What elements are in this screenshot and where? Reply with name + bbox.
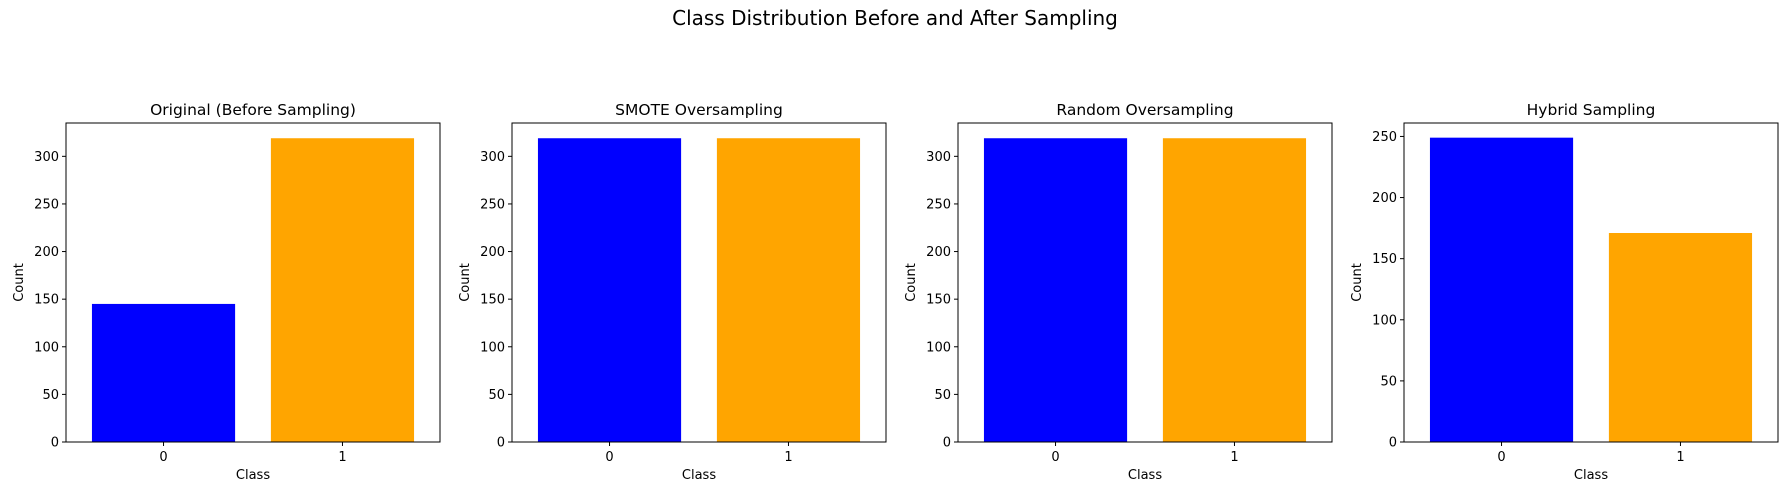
x-axis-label: Class xyxy=(1574,468,1608,483)
plot-frame xyxy=(957,122,1333,443)
y-tick-label: 250 xyxy=(1372,130,1397,145)
y-tick-label: 250 xyxy=(34,197,59,212)
bar-class-0 xyxy=(537,138,682,442)
y-tick-label: 200 xyxy=(1372,191,1397,206)
y-tick-label: 100 xyxy=(926,340,951,355)
y-tick-label: 200 xyxy=(34,245,59,260)
plot-frame xyxy=(65,122,441,443)
y-tick-label: 300 xyxy=(480,150,505,165)
y-tick-label: 150 xyxy=(1372,252,1397,267)
x-tick-label: 1 xyxy=(1676,450,1684,465)
y-tick-label: 200 xyxy=(926,245,951,260)
y-tick-label: 300 xyxy=(34,150,59,165)
y-tick-label: 100 xyxy=(480,340,505,355)
bar-class-0 xyxy=(983,138,1128,442)
y-tick-label: 0 xyxy=(1389,436,1397,451)
y-tick-label: 150 xyxy=(34,293,59,308)
y-tick-label: 50 xyxy=(1380,374,1397,389)
bar-class-1 xyxy=(1162,138,1307,442)
figure-title: Class Distribution Before and After Samp… xyxy=(672,6,1118,30)
y-tick-label: 100 xyxy=(34,340,59,355)
x-tick-label: 1 xyxy=(784,450,792,465)
y-tick-label: 50 xyxy=(934,388,951,403)
bar-class-0 xyxy=(91,303,236,442)
y-tick-label: 250 xyxy=(480,197,505,212)
y-tick-label: 0 xyxy=(497,436,505,451)
subplot-title: Hybrid Sampling xyxy=(1527,101,1656,119)
x-tick-label: 0 xyxy=(159,450,167,465)
bar-class-0 xyxy=(1429,137,1574,442)
subplot-title: Original (Before Sampling) xyxy=(150,101,356,119)
x-axis-label: Class xyxy=(682,468,716,483)
x-axis-label: Class xyxy=(236,468,270,483)
x-tick-label: 1 xyxy=(1230,450,1238,465)
y-tick-label: 100 xyxy=(1372,313,1397,328)
y-tick-label: 0 xyxy=(943,436,951,451)
y-tick-label: 200 xyxy=(480,245,505,260)
y-tick-label: 150 xyxy=(926,293,951,308)
y-axis-label: Count xyxy=(904,263,919,302)
bar-class-1 xyxy=(270,138,415,442)
x-tick-label: 0 xyxy=(1497,450,1505,465)
subplot-title: SMOTE Oversampling xyxy=(615,101,783,119)
y-tick-label: 150 xyxy=(480,293,505,308)
bar-class-1 xyxy=(716,138,861,442)
x-tick-label: 0 xyxy=(1051,450,1059,465)
y-axis-label: Count xyxy=(458,263,473,302)
x-axis-label: Class xyxy=(1128,468,1162,483)
y-axis-label: Count xyxy=(1350,263,1365,302)
subplot-title: Random Oversampling xyxy=(1056,101,1233,119)
y-tick-label: 50 xyxy=(488,388,505,403)
y-tick-label: 250 xyxy=(926,197,951,212)
plot-frame xyxy=(1403,122,1779,443)
y-tick-label: 300 xyxy=(926,150,951,165)
y-tick-label: 0 xyxy=(51,436,59,451)
y-tick-label: 50 xyxy=(42,388,59,403)
y-axis-label: Count xyxy=(12,263,27,302)
plot-frame xyxy=(511,122,887,443)
x-tick-label: 0 xyxy=(605,450,613,465)
x-tick-label: 1 xyxy=(338,450,346,465)
bar-class-1 xyxy=(1608,233,1753,442)
